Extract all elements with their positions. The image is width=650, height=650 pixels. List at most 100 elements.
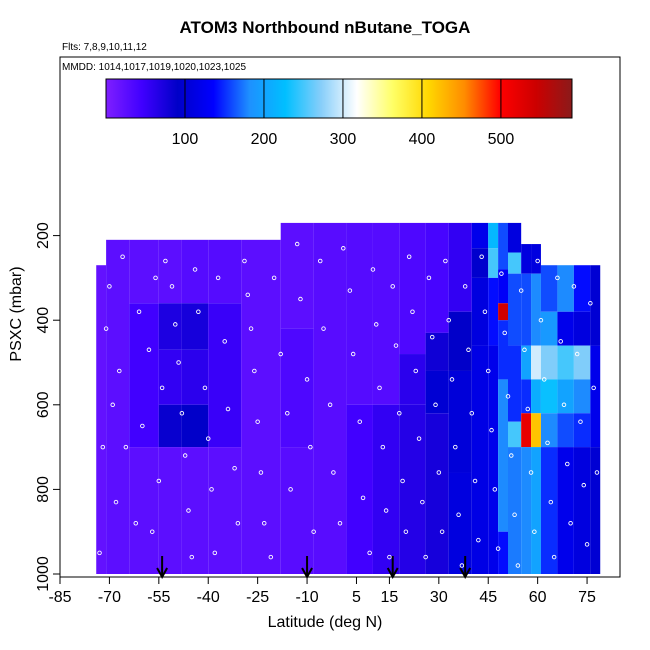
y-tick-label: 600 (35, 391, 52, 418)
sample-point (285, 411, 290, 416)
sample-point (499, 271, 504, 276)
sample-point (192, 267, 198, 272)
x-tick-label: 30 (430, 589, 448, 606)
heatmap-cell (498, 320, 508, 380)
sample-point (495, 546, 501, 551)
heatmap-cell (280, 328, 314, 448)
heatmap-cell (508, 222, 522, 253)
sample-point (140, 423, 145, 429)
sample-point (400, 478, 405, 484)
y-tick-label: 200 (35, 222, 52, 249)
heatmap-cell (540, 379, 558, 414)
sample-point (133, 520, 139, 526)
y-tick-label: 800 (35, 476, 52, 503)
sample-point (390, 284, 395, 289)
sample-point (492, 487, 498, 492)
heatmap-cell (521, 244, 532, 274)
colorbar-tick-label: 400 (409, 131, 436, 148)
heatmap-cell (158, 303, 182, 350)
heatmap-cell (540, 413, 558, 448)
heatmap-cell (573, 311, 591, 346)
sample-point (525, 406, 531, 412)
x-tick-label: 75 (578, 589, 596, 606)
sample-point (594, 470, 600, 475)
heatmap-cell (488, 248, 499, 278)
sample-point (387, 554, 392, 560)
sample-point (439, 529, 445, 534)
heatmap-cell (129, 447, 159, 574)
sample-point (331, 470, 336, 475)
sample-point (459, 563, 465, 568)
sample-point (357, 419, 363, 424)
heatmap-cell (488, 222, 499, 249)
sample-point (209, 487, 214, 492)
sample-point (146, 347, 152, 353)
sample-point (449, 377, 455, 382)
sample-point (327, 402, 333, 408)
heatmap-cell (488, 345, 499, 574)
sample-point (248, 326, 254, 331)
flights-subtitle: Flts: 7,8,9,10,11,12 (62, 42, 147, 53)
heatmap-cell (498, 531, 508, 574)
heatmap-cell (508, 345, 522, 422)
heatmap-cell (129, 239, 159, 304)
sample-point (182, 453, 188, 458)
sample-point (100, 444, 106, 450)
sample-point (518, 288, 524, 293)
sample-point (136, 309, 142, 314)
sample-point (149, 529, 155, 534)
sample-point (469, 411, 475, 416)
heatmap-cell (158, 349, 182, 405)
heatmap-cell (540, 265, 558, 312)
sample-point (196, 309, 201, 314)
heatmap-cell (498, 222, 508, 270)
x-axis-label: Latitude (deg N) (267, 614, 383, 631)
sample-point (298, 296, 303, 302)
heatmap-cell (241, 239, 281, 574)
sample-point (242, 258, 247, 264)
heatmap-cell (129, 303, 159, 448)
heatmap-cell (346, 222, 373, 405)
heatmap-cell (508, 447, 522, 574)
heatmap-cell (488, 277, 499, 346)
sample-point (258, 470, 264, 475)
sample-point (317, 258, 323, 264)
heatmap-cell (181, 404, 209, 448)
sample-point (212, 550, 218, 556)
sample-point (548, 499, 554, 505)
colorbar-tick-label: 500 (488, 131, 515, 148)
sample-point (568, 520, 573, 526)
heatmap-cell (508, 421, 522, 448)
heatmap-cell (181, 447, 209, 574)
sample-point (347, 288, 353, 293)
heatmap-cell (521, 345, 532, 380)
x-tick-label: -10 (295, 589, 318, 606)
sample-point (466, 347, 471, 353)
heatmap-cell (557, 379, 574, 414)
sample-point (574, 351, 580, 357)
heatmap-cell (399, 354, 426, 405)
heatmap-cell (448, 370, 472, 473)
sample-point (416, 436, 422, 441)
x-tick-label: -55 (147, 589, 170, 606)
x-tick-label: 60 (529, 589, 547, 606)
heatmap-cell (372, 222, 400, 405)
sample-point (311, 529, 316, 534)
sample-point (472, 478, 478, 484)
sample-point (153, 275, 158, 281)
heatmap-cell (573, 447, 591, 574)
sample-point (489, 427, 494, 433)
sample-point (397, 411, 402, 416)
arrow-head (301, 567, 313, 580)
sample-point (403, 529, 409, 534)
x-tick-label: 45 (479, 589, 497, 606)
sample-point (271, 275, 277, 281)
heatmap-cell (280, 222, 314, 329)
sample-point (360, 495, 366, 501)
sample-point (426, 275, 432, 281)
heatmap-cell (498, 379, 508, 532)
sample-point (380, 444, 386, 450)
sample-point (225, 406, 231, 412)
sample-point (565, 461, 570, 467)
